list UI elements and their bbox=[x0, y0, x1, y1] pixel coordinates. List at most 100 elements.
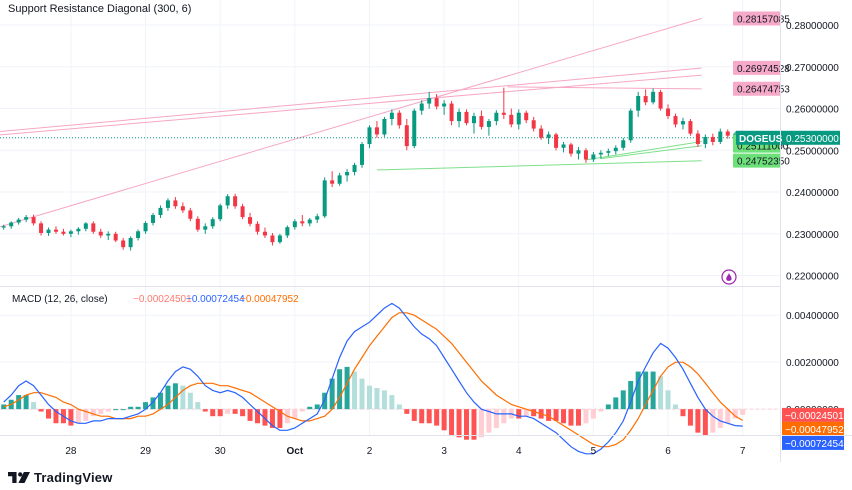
candle[interactable] bbox=[397, 112, 402, 126]
candle[interactable] bbox=[464, 111, 469, 124]
candle[interactable] bbox=[561, 144, 566, 148]
candle[interactable] bbox=[695, 133, 700, 145]
resistance-trendline[interactable] bbox=[0, 74, 702, 136]
candle[interactable] bbox=[143, 222, 148, 232]
candle[interactable] bbox=[218, 205, 223, 220]
candle[interactable] bbox=[121, 240, 126, 248]
candle[interactable] bbox=[501, 112, 506, 115]
candle[interactable] bbox=[53, 229, 58, 232]
candle[interactable] bbox=[262, 231, 267, 236]
candle[interactable] bbox=[322, 180, 327, 217]
candle[interactable] bbox=[636, 96, 641, 111]
candle[interactable] bbox=[337, 175, 342, 184]
resistance-level-label[interactable]: 0.26974528 bbox=[733, 60, 790, 75]
candle[interactable] bbox=[442, 103, 447, 107]
candle[interactable] bbox=[330, 180, 335, 184]
candle[interactable] bbox=[449, 103, 454, 122]
candle[interactable] bbox=[680, 121, 685, 125]
candle[interactable] bbox=[628, 110, 633, 141]
support-trendline[interactable] bbox=[376, 160, 702, 171]
candle[interactable] bbox=[158, 207, 163, 216]
candle[interactable] bbox=[725, 131, 730, 136]
candle[interactable] bbox=[703, 136, 708, 145]
candle[interactable] bbox=[718, 131, 723, 142]
candle[interactable] bbox=[210, 219, 215, 227]
candle[interactable] bbox=[404, 125, 409, 147]
support-trendline[interactable] bbox=[600, 145, 702, 160]
candle[interactable] bbox=[643, 96, 648, 103]
candle[interactable] bbox=[367, 127, 372, 145]
candle[interactable] bbox=[471, 116, 476, 124]
candle[interactable] bbox=[516, 112, 521, 125]
candle[interactable] bbox=[106, 233, 111, 236]
candle[interactable] bbox=[248, 217, 253, 224]
resistance-trendline[interactable] bbox=[0, 17, 702, 228]
candle[interactable] bbox=[382, 118, 387, 135]
candle[interactable] bbox=[277, 235, 282, 243]
support-level-label[interactable]: 0.24752350 bbox=[733, 153, 790, 168]
macd-signal-badge[interactable]: −0.00047952 bbox=[782, 421, 844, 436]
candle[interactable] bbox=[113, 233, 118, 241]
candle[interactable] bbox=[136, 231, 141, 238]
candle[interactable] bbox=[61, 231, 66, 234]
candle[interactable] bbox=[352, 164, 357, 173]
candle[interactable] bbox=[509, 114, 514, 125]
candle[interactable] bbox=[83, 223, 88, 229]
candle[interactable] bbox=[546, 134, 551, 138]
candle[interactable] bbox=[554, 134, 559, 148]
candle[interactable] bbox=[31, 217, 36, 224]
candle[interactable] bbox=[576, 150, 581, 154]
candle[interactable] bbox=[591, 154, 596, 160]
candle[interactable] bbox=[188, 210, 193, 219]
candle[interactable] bbox=[9, 222, 14, 227]
candle[interactable] bbox=[270, 235, 275, 243]
candle[interactable] bbox=[307, 219, 312, 224]
candle[interactable] bbox=[203, 226, 208, 230]
candle[interactable] bbox=[46, 229, 51, 233]
candle[interactable] bbox=[1, 226, 6, 228]
candle[interactable] bbox=[598, 152, 603, 155]
candle[interactable] bbox=[91, 223, 96, 232]
candle[interactable] bbox=[292, 221, 297, 228]
resistance-trendline[interactable] bbox=[507, 86, 702, 90]
candle[interactable] bbox=[434, 98, 439, 107]
candle[interactable] bbox=[524, 112, 529, 121]
candle[interactable] bbox=[68, 231, 73, 234]
candle[interactable] bbox=[315, 216, 320, 220]
candle[interactable] bbox=[494, 112, 499, 122]
candle[interactable] bbox=[688, 121, 693, 134]
candle[interactable] bbox=[233, 196, 238, 207]
candle[interactable] bbox=[479, 116, 484, 127]
candle[interactable] bbox=[673, 116, 678, 125]
candle[interactable] bbox=[225, 196, 230, 206]
candle[interactable] bbox=[651, 91, 656, 103]
candle[interactable] bbox=[128, 237, 133, 248]
macd-histogram-badge[interactable]: −0.00024501 bbox=[782, 407, 844, 422]
candle[interactable] bbox=[255, 223, 260, 232]
candle[interactable] bbox=[173, 200, 178, 207]
candle[interactable] bbox=[195, 218, 200, 230]
candle[interactable] bbox=[39, 223, 44, 233]
resistance-level-label[interactable]: 0.28157085 bbox=[733, 11, 790, 26]
candle[interactable] bbox=[300, 221, 305, 224]
candle[interactable] bbox=[457, 111, 462, 122]
support-trendline[interactable] bbox=[585, 141, 702, 161]
candle[interactable] bbox=[621, 140, 626, 148]
candle[interactable] bbox=[486, 121, 491, 127]
candle[interactable] bbox=[374, 127, 379, 135]
candle[interactable] bbox=[16, 219, 21, 223]
candle[interactable] bbox=[658, 91, 663, 109]
candle[interactable] bbox=[583, 150, 588, 160]
candle[interactable] bbox=[666, 108, 671, 117]
candle[interactable] bbox=[389, 112, 394, 119]
candle[interactable] bbox=[180, 206, 185, 211]
macd-macd-badge[interactable]: −0.00072454 bbox=[782, 435, 844, 450]
candle[interactable] bbox=[569, 144, 574, 154]
candle[interactable] bbox=[285, 227, 290, 236]
candle[interactable] bbox=[165, 200, 170, 208]
candle[interactable] bbox=[151, 215, 156, 223]
resistance-trendline[interactable] bbox=[0, 67, 702, 133]
